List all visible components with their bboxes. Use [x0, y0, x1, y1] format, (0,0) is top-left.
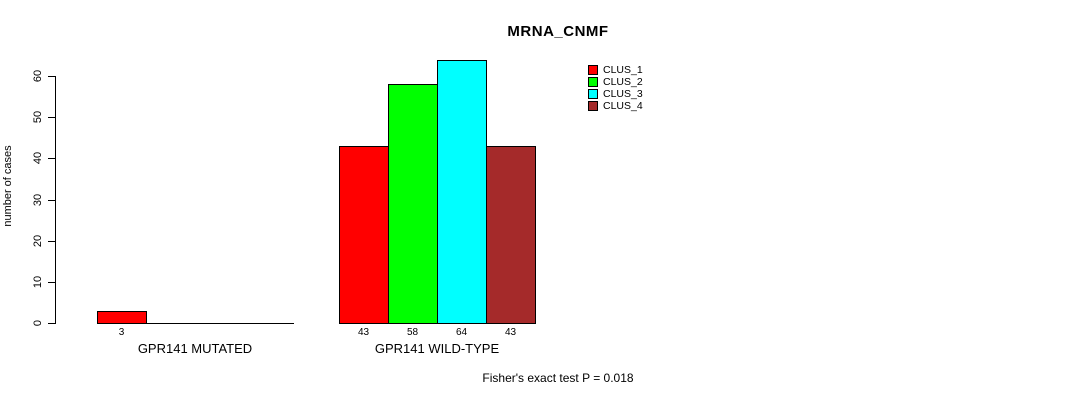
bar-value-label: 43 [504, 327, 517, 338]
bar-clus_3 [437, 60, 487, 324]
y-axis-tick [48, 199, 55, 201]
y-axis-tick [48, 76, 55, 77]
y-axis-tick [48, 240, 55, 242]
y-axis-label: number of cases [2, 145, 14, 227]
bar-value-label: 43 [357, 327, 370, 338]
legend-swatch-icon [588, 101, 598, 111]
legend-item-label: CLUS_2 [603, 76, 643, 88]
x-axis-group-label: GPR141 MUTATED [137, 341, 253, 356]
bar-clus_4 [486, 146, 536, 324]
bar-value-label: 58 [406, 327, 419, 338]
bar-clus_1 [339, 146, 389, 324]
y-axis-tick [48, 117, 55, 119]
x-axis-group-label: GPR141 WILD-TYPE [374, 341, 500, 356]
bar-value-label: 3 [118, 327, 125, 338]
y-axis-tick-label: 10 [32, 275, 44, 288]
y-axis-tick-label: 60 [32, 69, 44, 83]
y-axis-tick [48, 158, 55, 160]
annotation-text: Fisher's exact test P = 0.018 [482, 371, 634, 385]
y-axis-tick-label: 20 [32, 234, 44, 247]
legend-item-label: CLUS_1 [603, 64, 643, 76]
y-axis-tick-label: 50 [32, 111, 44, 124]
legend-swatch-icon [588, 65, 598, 75]
bar-clus_1 [97, 311, 147, 324]
bar-value-label: 64 [455, 327, 468, 338]
y-axis-tick-label: 40 [32, 152, 44, 165]
y-axis-tick [48, 323, 55, 324]
group-baseline [97, 323, 294, 324]
legend-swatch-icon [588, 77, 598, 87]
legend-swatch-icon [588, 89, 598, 99]
y-axis-tick-label: 0 [32, 319, 44, 327]
y-axis-tick-label: 30 [32, 193, 44, 206]
y-axis-line [55, 76, 56, 324]
bar-clus_2 [388, 84, 438, 324]
legend-item-label: CLUS_3 [603, 88, 643, 100]
legend-item-label: CLUS_4 [603, 100, 643, 112]
y-axis-tick [48, 281, 55, 283]
chart-title: MRNA_CNMF [507, 23, 609, 40]
